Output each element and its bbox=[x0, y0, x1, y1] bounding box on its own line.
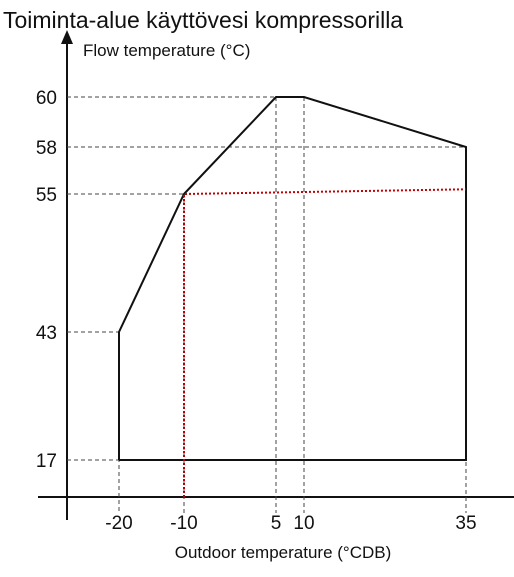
reference-lines bbox=[183, 188, 467, 497]
operating-range-envelope bbox=[118, 96, 467, 461]
x-tick-label: -10 bbox=[170, 513, 197, 534]
series-layer bbox=[118, 96, 467, 461]
y-tick-label: 60 bbox=[36, 88, 57, 109]
x-tick-label: 5 bbox=[271, 513, 282, 534]
x-tick-label: 10 bbox=[293, 513, 314, 534]
guide-lines bbox=[67, 96, 467, 513]
reference-line-1 bbox=[183, 188, 467, 497]
y-axis-label: Flow temperature (°C) bbox=[83, 41, 250, 60]
x-tick-labels: -20 -10 5 10 35 bbox=[105, 513, 476, 534]
x-axis-label: Outdoor temperature (°CDB) bbox=[175, 543, 392, 562]
y-tick-label: 58 bbox=[36, 138, 57, 159]
y-tick-label: 17 bbox=[36, 451, 57, 472]
y-tick-label: 43 bbox=[36, 323, 57, 344]
chart-title: Toiminta-alue käyttövesi kompressorilla bbox=[3, 7, 403, 33]
x-tick-label: -20 bbox=[105, 513, 132, 534]
y-axis-arrow-icon bbox=[61, 30, 73, 44]
y-tick-labels: 17 43 55 58 60 bbox=[36, 88, 57, 472]
y-tick-label: 55 bbox=[36, 185, 57, 206]
x-tick-label: 35 bbox=[455, 513, 476, 534]
